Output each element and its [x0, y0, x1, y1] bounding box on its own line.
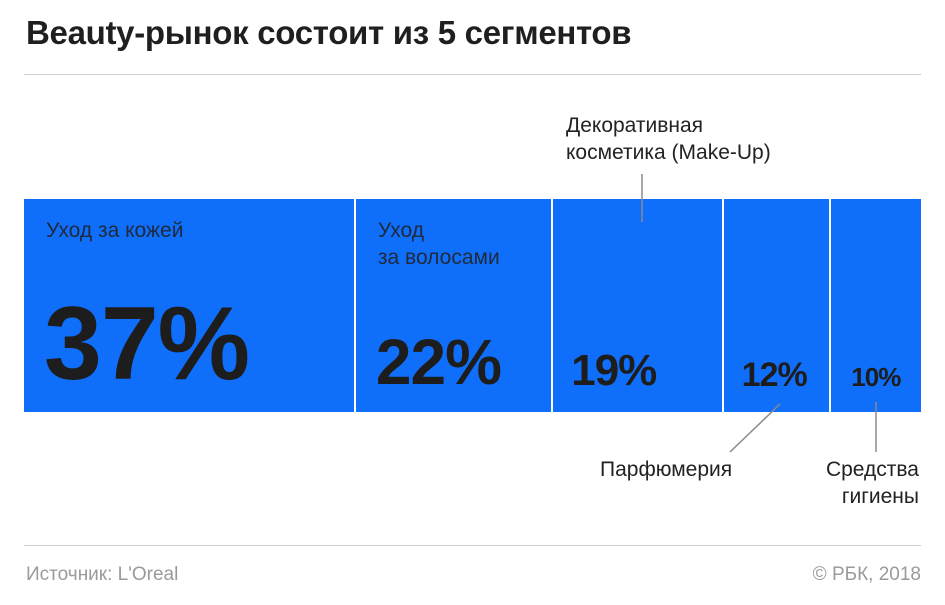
bar-segment-1: Уход за кожей 37% [24, 199, 354, 412]
segment-value: 10% [851, 362, 901, 392]
segment-value: 37% [44, 286, 250, 402]
copyright-note: © РБК, 2018 [812, 564, 921, 585]
segment-value: 19% [571, 346, 657, 395]
bar-segment-3: 19% [553, 199, 722, 412]
chart-title: Beauty-рынок состоит из 5 сегментов [26, 14, 632, 51]
external-label-3: Декоративная косметика (Make-Up) [566, 114, 771, 164]
external-label-5: Средства гигиены [825, 458, 919, 508]
bar-segment-4: 12% [723, 199, 830, 412]
source-note: Источник: L'Oreal [26, 564, 179, 585]
bar-segment-2: Уход за волосами 22% [355, 199, 552, 412]
segment-label: Уход за кожей [46, 219, 184, 242]
stacked-bar: Уход за кожей 37% Уход за волосами 22% 19% 12… [24, 199, 921, 412]
external-label-4: Парфюмерия [600, 458, 733, 481]
segment-value: 22% [375, 326, 502, 398]
bar-segment-5: 10% [831, 199, 921, 412]
segment-label: Уход за волосами [377, 219, 500, 269]
top-divider [24, 74, 921, 75]
bottom-divider [24, 545, 921, 546]
segment-value: 12% [741, 356, 808, 394]
